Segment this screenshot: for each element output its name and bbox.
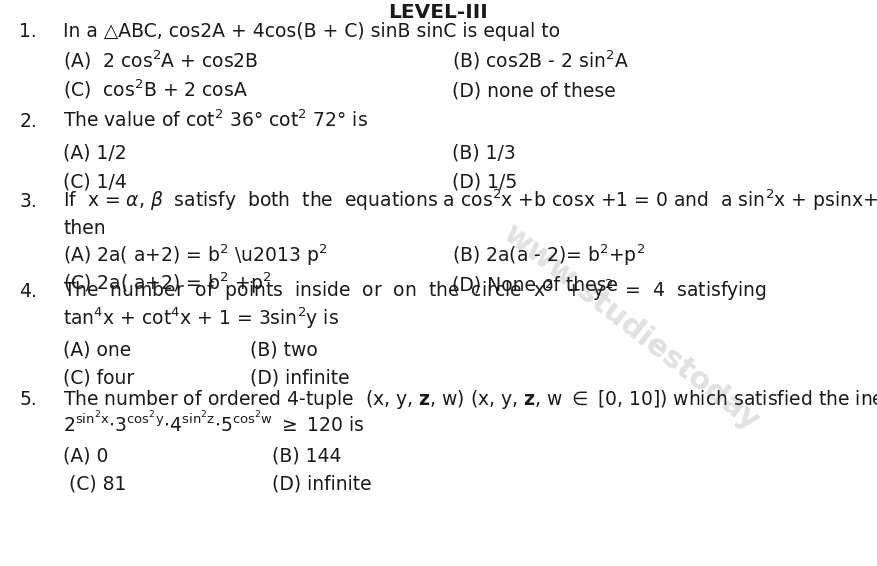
Text: (B) cos2B - 2 sin$^2$A: (B) cos2B - 2 sin$^2$A bbox=[452, 49, 629, 72]
Text: (C) four: (C) four bbox=[63, 368, 134, 387]
Text: LEVEL-III: LEVEL-III bbox=[389, 3, 488, 22]
Text: (C) 1/4: (C) 1/4 bbox=[63, 172, 127, 191]
Text: 4.: 4. bbox=[19, 282, 37, 301]
Text: 5.: 5. bbox=[19, 389, 37, 409]
Text: (D) 1/5: (D) 1/5 bbox=[452, 172, 517, 191]
Text: (B) two: (B) two bbox=[250, 340, 317, 359]
Text: (C) 2a( a+2) = b$^2$ +p$^2$: (C) 2a( a+2) = b$^2$ +p$^2$ bbox=[63, 271, 272, 296]
Text: (C)  cos$^2$B + 2 cosA: (C) cos$^2$B + 2 cosA bbox=[63, 78, 248, 101]
Text: (B) 1/3: (B) 1/3 bbox=[452, 143, 516, 162]
Text: www.studiestoday: www.studiestoday bbox=[498, 220, 765, 437]
Text: (D) infinite: (D) infinite bbox=[250, 368, 350, 387]
Text: (A) 0: (A) 0 bbox=[63, 447, 109, 466]
Text: (C) 81: (C) 81 bbox=[63, 474, 126, 493]
Text: tan$^4$x + cot$^4$x + 1 = 3sin$^2$y is: tan$^4$x + cot$^4$x + 1 = 3sin$^2$y is bbox=[63, 305, 339, 331]
Text: (D) None of these: (D) None of these bbox=[452, 275, 617, 294]
Text: 1.: 1. bbox=[19, 22, 37, 41]
Text: 3.: 3. bbox=[19, 191, 37, 211]
Text: (D) infinite: (D) infinite bbox=[272, 474, 372, 493]
Text: (A) one: (A) one bbox=[63, 340, 132, 359]
Text: The  number  of  points  inside  or  on  the  circle  x$^2$  +  y$^2$  =  4  sat: The number of points inside or on the ci… bbox=[63, 278, 767, 303]
Text: (D) none of these: (D) none of these bbox=[452, 82, 616, 101]
Text: then: then bbox=[63, 219, 106, 238]
Text: The number of ordered 4-tuple  (x, y, $\mathbf{z}$, w) (x, y, $\mathbf{z}$, w $\: The number of ordered 4-tuple (x, y, $\m… bbox=[63, 388, 877, 411]
Text: If  x = $\alpha$, $\beta$  satisfy  both  the  equations a cos$^2$x +b cosx +1 =: If x = $\alpha$, $\beta$ satisfy both th… bbox=[63, 187, 877, 213]
Text: 2$^{\mathregular{sin}^2\mathregular{x}}$$\cdot$3$^{\mathregular{cos}^2\mathregul: 2$^{\mathregular{sin}^2\mathregular{x}}$… bbox=[63, 412, 365, 436]
Text: (A) 1/2: (A) 1/2 bbox=[63, 143, 127, 162]
Text: (A)  2 cos$^2$A + cos2B: (A) 2 cos$^2$A + cos2B bbox=[63, 49, 259, 72]
Text: (B) 144: (B) 144 bbox=[272, 447, 341, 466]
Text: In a △ABC, cos2A + 4cos(B + C) sinB sinC is equal to: In a △ABC, cos2A + 4cos(B + C) sinB sinC… bbox=[63, 22, 560, 41]
Text: The value of cot$^2$ 36° cot$^2$ 72° is: The value of cot$^2$ 36° cot$^2$ 72° is bbox=[63, 110, 368, 131]
Text: (B) 2a(a - 2)= b$^2$+p$^2$: (B) 2a(a - 2)= b$^2$+p$^2$ bbox=[452, 242, 645, 268]
Text: (A) 2a( a+2) = b$^2$ \u2013 p$^2$: (A) 2a( a+2) = b$^2$ \u2013 p$^2$ bbox=[63, 242, 327, 268]
Text: 2.: 2. bbox=[19, 112, 37, 131]
